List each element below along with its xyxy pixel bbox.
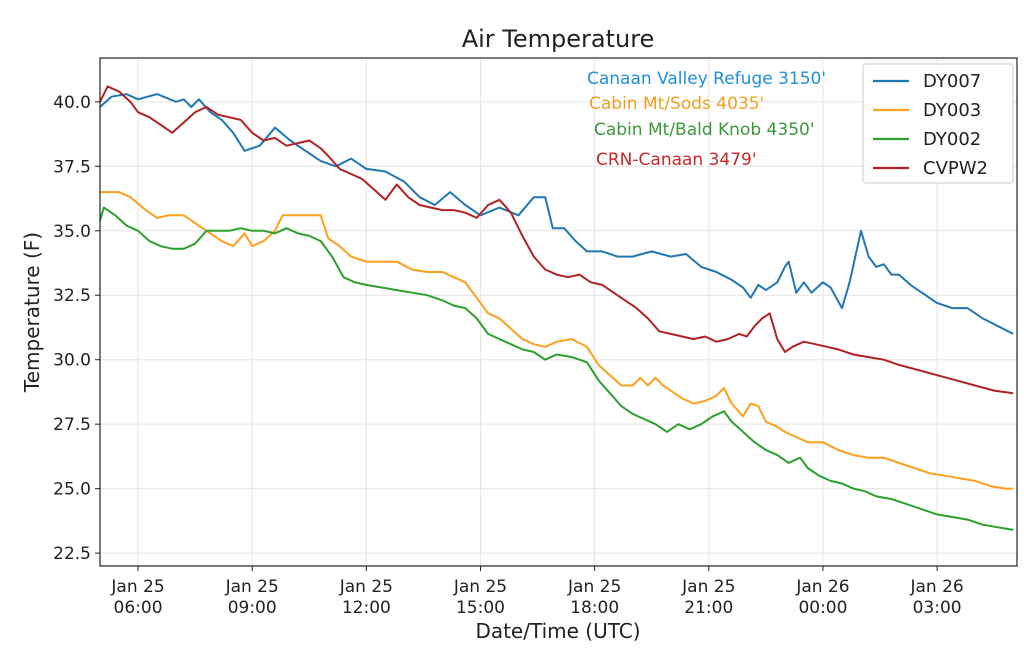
- series-lines: [99, 85, 1014, 531]
- x-tick-label-date: Jan 25: [681, 577, 735, 597]
- series-line-dy003: [100, 191, 1014, 490]
- grid-lines: [100, 58, 1017, 566]
- series-line-dy002: [99, 206, 1014, 531]
- x-tick-label-time: 18:00: [570, 598, 619, 618]
- y-axis-label: Temperature (F): [20, 232, 44, 393]
- y-tick-label: 35.0: [53, 222, 91, 242]
- station-annotation: CRN-Canaan 3479': [596, 150, 757, 170]
- station-annotations: Canaan Valley Refuge 3150' Cabin Mt/Sods …: [587, 69, 826, 170]
- legend-box: [862, 63, 1014, 184]
- station-annotation: Cabin Mt/Sods 4035': [589, 94, 764, 114]
- legend-label: CVPW2: [923, 158, 988, 179]
- y-tick-label: 37.5: [53, 157, 91, 177]
- x-tick-label-time: 15:00: [456, 598, 505, 618]
- station-annotation: Canaan Valley Refuge 3150': [587, 69, 826, 89]
- series-line-dy007: [99, 93, 1014, 335]
- x-tick-label-date: Jan 25: [110, 577, 164, 597]
- station-annotation: Cabin Mt/Bald Knob 4350': [594, 120, 815, 140]
- x-tick-label-date: Jan 25: [567, 577, 621, 597]
- y-tick-label: 32.5: [53, 286, 91, 306]
- y-tick-label: 22.5: [53, 544, 91, 564]
- y-tick-label: 30.0: [53, 351, 91, 371]
- legend-label: DY007: [923, 71, 981, 92]
- x-axis-label: Date/Time (UTC): [475, 619, 640, 643]
- legend-label: DY003: [923, 100, 981, 121]
- x-tick-label-time: 06:00: [114, 598, 163, 618]
- x-tick-label-time: 00:00: [798, 598, 847, 618]
- y-tick-label: 27.5: [53, 415, 91, 435]
- x-tick-label-time: 21:00: [684, 598, 733, 618]
- x-tick-label-time: 09:00: [228, 598, 277, 618]
- plot-frame: [99, 57, 1018, 567]
- x-tick-label-time: 12:00: [342, 598, 391, 618]
- y-tick-label: 40.0: [53, 93, 91, 113]
- x-tick-label-date: Jan 25: [453, 577, 507, 597]
- legend-label: DY002: [923, 129, 981, 150]
- y-tick-label: 25.0: [53, 480, 91, 500]
- legend: DY007 DY003 DY002 CVPW2: [862, 63, 1014, 184]
- x-tick-label-date: Jan 26: [909, 577, 963, 597]
- x-tick-label-date: Jan 26: [795, 577, 849, 597]
- x-tick-label-date: Jan 25: [225, 577, 279, 597]
- x-tick-label-time: 03:00: [913, 598, 962, 618]
- x-tick-label-date: Jan 25: [339, 577, 393, 597]
- chart-title: Air Temperature: [462, 25, 655, 53]
- series-line-cvpw2: [99, 85, 1014, 395]
